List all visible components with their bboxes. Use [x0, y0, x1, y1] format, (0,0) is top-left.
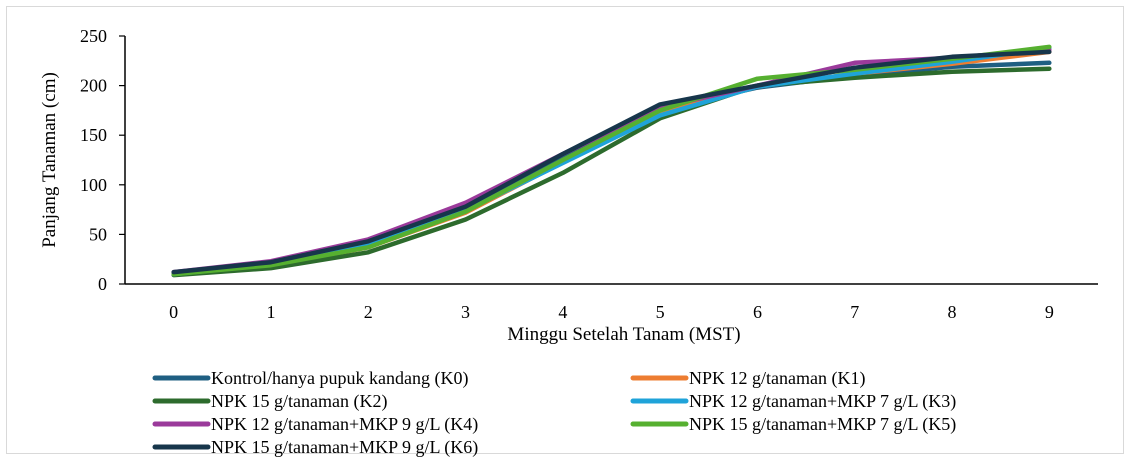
x-tick-label: 7 — [850, 302, 859, 322]
axes — [124, 36, 1098, 285]
y-tick-label: 0 — [98, 274, 107, 294]
series-lines — [171, 44, 1052, 278]
x-tick-label: 3 — [461, 302, 470, 322]
legend-label: NPK 15 g/tanaman+MKP 9 g/L (K6) — [211, 437, 478, 458]
y-tick-label: 150 — [80, 125, 107, 145]
y-tick-label: 200 — [80, 76, 107, 96]
legend-label: NPK 15 g/tanaman (K2) — [211, 391, 387, 412]
x-tick-label: 6 — [753, 302, 762, 322]
series-line — [171, 66, 1052, 278]
y-tick-labels: 0 50 100 150 200 250 — [80, 26, 125, 294]
y-tick-label: 50 — [89, 224, 107, 244]
series-line — [171, 45, 1052, 277]
legend-label: Kontrol/hanya pupuk kandang (K0) — [211, 368, 468, 389]
series-line — [171, 49, 1052, 277]
x-tick-label: 2 — [364, 302, 373, 322]
x-tick-labels: 0 1 2 3 4 5 6 7 8 9 — [169, 302, 1054, 322]
legend-label: NPK 12 g/tanaman+MKP 7 g/L (K3) — [689, 391, 956, 412]
x-tick-label: 5 — [656, 302, 665, 322]
x-tick-label: 4 — [558, 302, 567, 322]
x-tick-label: 0 — [169, 302, 178, 322]
y-tick-label: 250 — [80, 26, 107, 46]
x-tick-label: 9 — [1045, 302, 1054, 322]
series-line — [171, 49, 1052, 275]
x-tick-label: 1 — [266, 302, 275, 322]
legend-label: NPK 12 g/tanaman (K1) — [689, 368, 865, 389]
series-line — [171, 47, 1052, 275]
series-line — [171, 60, 1052, 276]
x-tick-label: 8 — [948, 302, 957, 322]
y-axis-title: Panjang Tanaman (cm) — [39, 72, 60, 248]
legend-label: NPK 12 g/tanaman+MKP 9 g/L (K4) — [211, 414, 478, 435]
legend: Kontrol/hanya pupuk kandang (K0) NPK 12 g… — [152, 368, 956, 458]
legend-label: NPK 15 g/tanaman+MKP 7 g/L (K5) — [689, 414, 956, 435]
y-tick-label: 100 — [80, 175, 107, 195]
series-line — [171, 44, 1052, 277]
x-axis-title: Minggu Setelah Tanam (MST) — [507, 324, 740, 345]
